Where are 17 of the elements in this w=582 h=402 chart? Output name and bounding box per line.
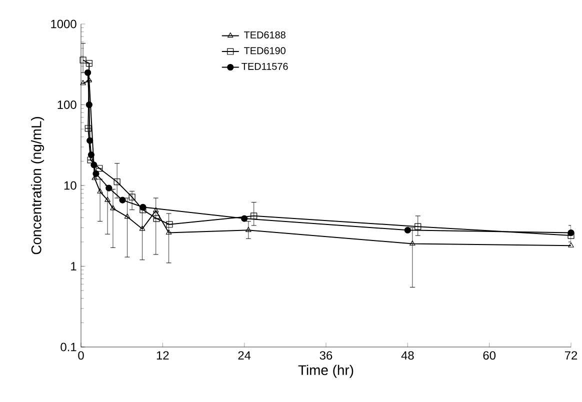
- x-tick-label: 0: [78, 351, 84, 360]
- y-tick-label: 10: [64, 181, 76, 190]
- y-tick-label: 1000: [51, 20, 76, 28]
- x-axis-title: Time (hr): [298, 364, 354, 378]
- x-tick-label: 24: [238, 351, 251, 360]
- x-tick-label: 48: [401, 351, 414, 360]
- x-tick-label: 60: [483, 351, 496, 360]
- legend-label: TED6190: [244, 47, 286, 54]
- y-tick-label: 1: [71, 262, 76, 270]
- x-tick-label: 72: [564, 351, 578, 360]
- y-axis-title: Concentration (ng/mL): [31, 117, 44, 254]
- x-tick-label: 36: [320, 351, 332, 360]
- legend-label: TED6188: [244, 31, 286, 38]
- y-tick-label: 0.1: [60, 342, 76, 352]
- legend-label: TED11576: [242, 62, 288, 70]
- x-tick-label: 12: [156, 351, 169, 360]
- y-tick-label: 100: [58, 100, 76, 109]
